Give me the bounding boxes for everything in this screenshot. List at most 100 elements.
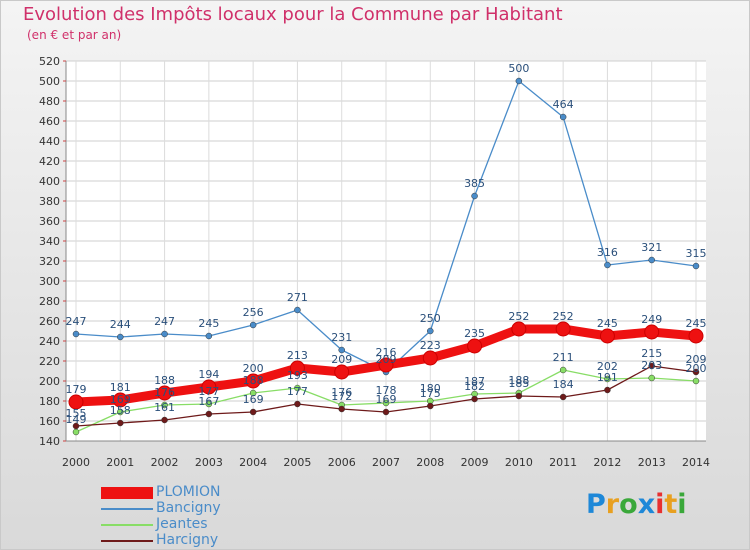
y-tick-label: 320 bbox=[39, 255, 60, 268]
y-tick-label: 300 bbox=[39, 275, 60, 288]
data-point-jeantes bbox=[161, 401, 168, 409]
proxiti-logo: Proxiti bbox=[586, 489, 687, 520]
data-label-bancigny: 500 bbox=[508, 62, 529, 75]
data-label-plomion: 181 bbox=[110, 381, 131, 394]
data-point-harcigny bbox=[648, 362, 655, 370]
data-point-harcigny bbox=[471, 395, 478, 403]
data-label-bancigny: 250 bbox=[420, 312, 441, 325]
data-label-plomion: 252 bbox=[553, 310, 574, 323]
data-label-harcigny: 167 bbox=[198, 395, 219, 408]
data-label-plomion: 249 bbox=[641, 313, 662, 326]
data-point-harcigny bbox=[72, 422, 80, 430]
x-tick-label: 2005 bbox=[283, 456, 311, 469]
legend-swatch-bancigny bbox=[101, 508, 153, 510]
data-point-bancigny bbox=[604, 261, 611, 269]
data-point-plomion bbox=[112, 392, 128, 408]
data-label-jeantes: 188 bbox=[243, 374, 264, 387]
data-label-harcigny: 185 bbox=[508, 377, 529, 390]
y-tick-label: 160 bbox=[39, 415, 60, 428]
data-point-jeantes bbox=[249, 389, 257, 397]
data-point-bancigny bbox=[117, 333, 124, 341]
data-point-harcigny bbox=[559, 393, 567, 401]
data-label-bancigny: 271 bbox=[287, 291, 308, 304]
data-label-harcigny: 177 bbox=[287, 385, 308, 398]
data-label-harcigny: 191 bbox=[597, 371, 618, 384]
data-label-bancigny: 316 bbox=[597, 246, 618, 259]
data-label-bancigny: 244 bbox=[110, 318, 131, 331]
y-tick-label: 420 bbox=[39, 155, 60, 168]
data-label-harcigny: 175 bbox=[420, 387, 441, 400]
data-label-jeantes: 202 bbox=[597, 360, 618, 373]
legend-label-harcigny: Harcigny bbox=[156, 532, 219, 548]
data-label-plomion: 252 bbox=[508, 310, 529, 323]
data-label-jeantes: 176 bbox=[331, 386, 352, 399]
data-label-jeantes: 149 bbox=[66, 413, 87, 426]
data-label-jeantes: 178 bbox=[376, 384, 397, 397]
data-label-plomion: 209 bbox=[331, 353, 352, 366]
data-point-bancigny bbox=[72, 330, 80, 338]
legend-swatch-harcigny bbox=[101, 540, 153, 542]
data-label-bancigny: 231 bbox=[331, 331, 352, 344]
data-point-harcigny bbox=[427, 402, 434, 410]
data-label-harcigny: 161 bbox=[154, 401, 175, 414]
data-label-harcigny: 209 bbox=[686, 353, 707, 366]
data-label-jeantes: 193 bbox=[287, 369, 308, 382]
data-label-harcigny: 182 bbox=[464, 380, 485, 393]
y-tick-label: 140 bbox=[39, 435, 60, 448]
data-point-jeantes bbox=[648, 374, 655, 382]
x-tick-label: 2010 bbox=[505, 456, 533, 469]
data-point-bancigny bbox=[559, 113, 567, 121]
data-label-jeantes: 188 bbox=[508, 374, 529, 387]
x-tick-label: 2009 bbox=[461, 456, 489, 469]
y-tick-label: 520 bbox=[39, 55, 60, 68]
data-point-plomion bbox=[378, 357, 394, 373]
data-point-plomion bbox=[334, 364, 350, 380]
data-label-bancigny: 209 bbox=[376, 353, 397, 366]
legend-swatch-plomion bbox=[101, 487, 153, 499]
data-point-plomion bbox=[644, 324, 660, 340]
data-label-plomion: 223 bbox=[420, 339, 441, 352]
data-label-bancigny: 464 bbox=[553, 98, 574, 111]
y-tick-label: 200 bbox=[39, 375, 60, 388]
legend-label-jeantes: Jeantes bbox=[156, 516, 208, 532]
x-tick-label: 2014 bbox=[682, 456, 710, 469]
data-point-plomion bbox=[422, 350, 438, 366]
y-tick-label: 180 bbox=[39, 395, 60, 408]
data-point-plomion bbox=[688, 328, 704, 344]
y-tick-label: 500 bbox=[39, 75, 60, 88]
data-label-plomion: 200 bbox=[243, 362, 264, 375]
y-tick-label: 380 bbox=[39, 195, 60, 208]
y-tick-label: 480 bbox=[39, 95, 60, 108]
data-label-plomion: 213 bbox=[287, 349, 308, 362]
data-point-plomion bbox=[599, 328, 615, 344]
data-label-jeantes: 169 bbox=[110, 393, 131, 406]
data-point-jeantes bbox=[559, 366, 567, 374]
x-tick-label: 2002 bbox=[151, 456, 179, 469]
data-point-jeantes bbox=[692, 377, 700, 385]
legend-swatch-jeantes bbox=[101, 524, 153, 526]
data-point-jeantes bbox=[604, 375, 611, 383]
data-label-plomion: 245 bbox=[597, 317, 618, 330]
data-point-bancigny bbox=[471, 192, 478, 200]
data-point-plomion bbox=[511, 321, 527, 337]
x-tick-label: 2008 bbox=[416, 456, 444, 469]
data-label-plomion: 235 bbox=[464, 327, 485, 340]
x-tick-label: 2003 bbox=[195, 456, 223, 469]
x-tick-label: 2011 bbox=[549, 456, 577, 469]
data-label-harcigny: 169 bbox=[243, 393, 264, 406]
data-point-plomion bbox=[157, 385, 173, 401]
y-tick-label: 260 bbox=[39, 315, 60, 328]
data-label-plomion: 194 bbox=[198, 368, 219, 381]
data-point-harcigny bbox=[338, 405, 345, 413]
data-point-bancigny bbox=[249, 321, 257, 329]
data-point-plomion bbox=[245, 373, 261, 389]
data-point-jeantes bbox=[294, 384, 301, 392]
y-tick-label: 340 bbox=[39, 235, 60, 248]
data-label-jeantes: 211 bbox=[553, 351, 574, 364]
y-tick-label: 400 bbox=[39, 175, 60, 188]
chart-title: Evolution des Impôts locaux pour la Comm… bbox=[23, 4, 563, 25]
data-point-jeantes bbox=[382, 399, 390, 407]
data-point-plomion bbox=[467, 338, 483, 354]
data-label-plomion: 216 bbox=[376, 346, 397, 359]
